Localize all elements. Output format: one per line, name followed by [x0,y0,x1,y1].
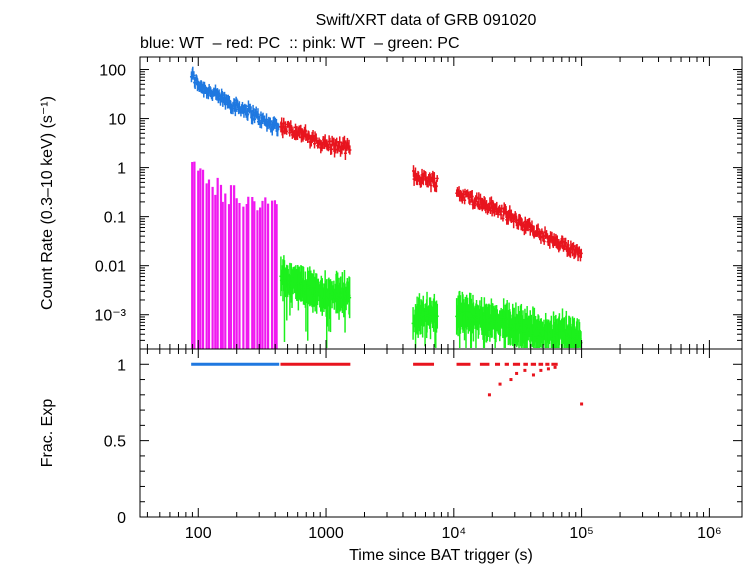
red-exposure-point [498,382,502,386]
count-rate-y-tick-label: 0.01 [95,259,126,276]
count-rate-y-tick-label: 100 [99,63,126,80]
red-exposure-point [546,367,550,371]
count-rate-y-axis-label: Count Rate (0.3–10 keV) (s⁻¹) [39,96,56,310]
fractional-exposure-y-tick-label: 0.5 [104,434,126,451]
fractional-exposure-y-tick-label: 1 [117,357,126,374]
fractional-exposure-y-tick-label: 0 [117,510,126,527]
red-exposure-point [580,402,584,406]
fractional-exposure-plot-frame [139,348,743,518]
count-rate-y-tick-label: 10⁻³ [94,308,126,325]
chart-subtitle: blue: WT – red: PC :: pink: WT – green: … [140,35,460,52]
x-tick-label: 100 [185,525,212,542]
fractional-exposure-panel: 100 1000 10⁴ 10⁵ 10⁶ 1 0.5 0 Frac. Exp [39,348,743,542]
count-rate-panel: 100 10 1 0.1 0.01 10⁻³ Count Rate (0.3–10 keV… [39,56,743,350]
count-rate-y-tick-label: 1 [117,161,126,178]
fractional-exposure-y-axis-label: Frac. Exp [39,399,56,468]
count-rate-data [189,66,583,349]
x-tick-label: 10⁶ [697,525,721,542]
fractional-exposure-axes: 100 1000 10⁴ 10⁵ 10⁶ 1 0.5 0 [104,349,742,542]
count-rate-y-tick-label: 10 [108,112,126,129]
count-rate-y-tick-label: 0.1 [104,210,126,227]
x-tick-label: 10⁵ [569,525,593,542]
red-exposure-point [515,371,519,375]
red-exposure-point [539,368,543,372]
red-exposure-point [553,365,557,369]
x-tick-label: 1000 [308,525,344,542]
red-exposure-point [487,393,491,397]
red-exposure-point [531,373,535,377]
x-tick-label: 10⁴ [441,525,466,542]
count-rate-axes: 100 10 1 0.1 0.01 10⁻³ [94,57,742,350]
chart-title: Swift/XRT data of GRB 091020 [316,12,537,29]
red-exposure-point [509,378,513,382]
fractional-exposure-data [191,362,584,406]
x-axis-label: Time since BAT trigger (s) [349,547,533,564]
red-exposure-point [523,368,527,372]
